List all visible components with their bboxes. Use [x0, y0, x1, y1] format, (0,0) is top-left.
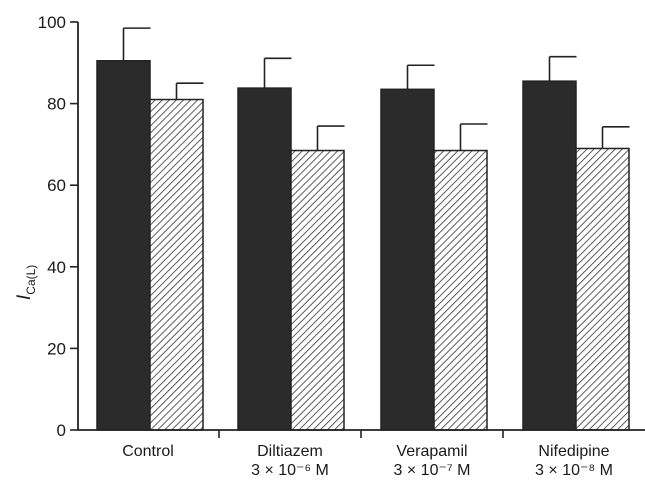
axes-layer — [70, 21, 645, 438]
category-dose-3: 3 × 10⁻⁸ M — [535, 462, 613, 479]
y-tick-label-5: 100 — [38, 13, 66, 32]
y-tick-label-3: 60 — [47, 176, 66, 195]
y-tick-label-2: 40 — [47, 258, 66, 277]
bar-hatched-1 — [290, 149, 345, 431]
bar-solid-0 — [96, 60, 151, 431]
y-axis-title-main: I — [14, 294, 35, 300]
category-dose-2: 3 × 10⁻⁷ M — [394, 462, 471, 479]
bar-hatched-0 — [149, 98, 204, 431]
category-label-1: Diltiazem — [257, 443, 323, 460]
y-axis-title: ICa(L) — [14, 265, 38, 300]
bar-hatched-3 — [575, 147, 630, 431]
bar-solid-2 — [380, 88, 435, 431]
category-label-0: Control — [122, 443, 174, 460]
labels-layer: 0 20 40 60 80 100 Control Diltiazem 3 × 10⁻⁶ M Ve… — [14, 13, 613, 479]
category-label-3: Nifedipine — [538, 443, 609, 460]
bar-solid-1 — [237, 87, 292, 431]
y-tick-label-4: 80 — [47, 95, 66, 114]
y-tick-label-1: 20 — [47, 339, 66, 358]
y-axis-title-subscript: Ca(L) — [24, 265, 38, 295]
bars-layer — [96, 27, 630, 431]
category-label-2: Verapamil — [396, 443, 467, 460]
category-dose-1: 3 × 10⁻⁶ M — [251, 462, 329, 479]
y-tick-label-0: 0 — [57, 421, 66, 440]
bar-hatched-2 — [433, 149, 488, 431]
bar-solid-3 — [522, 80, 577, 431]
